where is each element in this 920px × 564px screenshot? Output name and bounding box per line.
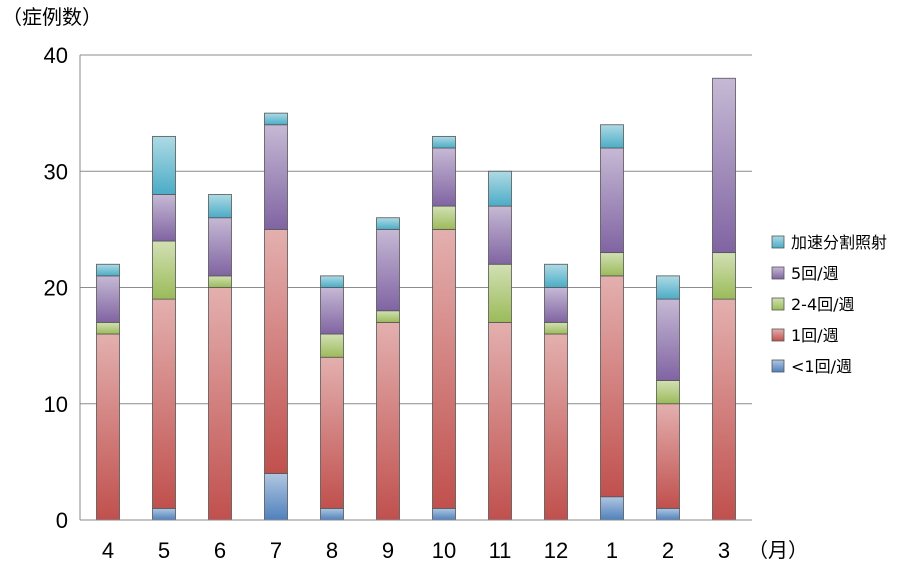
x-tick-label: 11 xyxy=(489,538,512,563)
bar-segment xyxy=(544,321,568,335)
bar-segment xyxy=(152,507,176,521)
bar-segment xyxy=(656,380,680,405)
bar-segment xyxy=(208,287,232,521)
legend-swatch xyxy=(771,235,785,249)
legend-swatch xyxy=(771,266,785,280)
bar-segment xyxy=(600,496,624,521)
x-tick-label: 9 xyxy=(382,538,394,563)
bar-segment xyxy=(488,263,512,323)
bar-segment xyxy=(488,205,512,265)
bar-segment xyxy=(264,228,288,474)
bar-segment xyxy=(320,333,344,358)
bar-segment xyxy=(96,321,120,335)
bar-segment xyxy=(320,507,344,521)
bar-segment xyxy=(432,228,456,509)
bar-segment xyxy=(712,77,736,254)
bar-segment xyxy=(600,124,624,149)
legend-label: <1回/週 xyxy=(791,357,852,376)
bar-segment xyxy=(488,170,512,207)
y-axis-title: （症例数） xyxy=(2,5,102,29)
bar-segment xyxy=(544,287,568,323)
legend-label: 1回/週 xyxy=(791,326,839,345)
bar-segment xyxy=(432,147,456,207)
bar-segment xyxy=(544,333,568,521)
bar-segment xyxy=(264,124,288,230)
legend: 加速分割照射 5回/週 2-4回/週 1回/週 <1回/週 xyxy=(771,233,887,376)
bar-segment xyxy=(320,275,344,288)
bar-segment xyxy=(656,298,680,381)
bar-segment xyxy=(152,240,176,300)
y-tick-label: 20 xyxy=(44,276,68,301)
x-tick-label: 12 xyxy=(544,538,568,563)
legend-swatch xyxy=(771,359,785,373)
y-tick-label: 10 xyxy=(44,392,68,417)
legend-label: 加速分割照射 xyxy=(791,233,887,252)
bar-segment xyxy=(656,275,680,300)
y-tick-label: 30 xyxy=(44,159,68,184)
bar-segment xyxy=(432,507,456,521)
bar-segment xyxy=(264,473,288,521)
bar-segment xyxy=(152,135,176,195)
x-tick-label: 6 xyxy=(214,538,226,563)
legend-label: 5回/週 xyxy=(791,264,839,283)
bar-segment xyxy=(264,112,288,126)
x-tick-label: 5 xyxy=(158,538,170,563)
bar-segment xyxy=(320,287,344,335)
bar-segment xyxy=(488,321,512,521)
y-tick-label: 0 xyxy=(56,508,68,533)
bar-segment xyxy=(152,194,176,242)
bar-segment xyxy=(152,298,176,509)
bar-segment xyxy=(712,252,736,300)
bar-segment xyxy=(376,228,400,312)
bar-segment xyxy=(600,275,624,498)
bar-segment xyxy=(208,217,232,277)
bar-segment xyxy=(656,507,680,521)
x-tick-label: 2 xyxy=(662,538,674,563)
bar-segment xyxy=(96,275,120,323)
bar-segment xyxy=(544,263,568,288)
bar-segment xyxy=(376,321,400,521)
legend-label: 2-4回/週 xyxy=(791,295,855,314)
x-tick-label: 3 xyxy=(718,538,730,563)
x-tick-label: 1 xyxy=(606,538,618,563)
bar-segment xyxy=(376,217,400,230)
bar-segment xyxy=(208,194,232,219)
bar-segment xyxy=(96,263,120,277)
x-tick-label: 4 xyxy=(102,538,114,563)
bar-segment xyxy=(208,275,232,288)
bar-segment xyxy=(600,147,624,254)
axes xyxy=(79,55,752,521)
bar-segment xyxy=(96,333,120,521)
y-tick-labels: 0 10 20 30 40 xyxy=(44,43,68,533)
gridlines xyxy=(80,54,752,405)
bar-segment xyxy=(432,135,456,149)
x-axis-title: （月） xyxy=(748,538,808,562)
bar-segment xyxy=(432,205,456,230)
x-tick-labels: 4 5 6 7 8 9 10 11 12 1 2 3 xyxy=(102,538,730,563)
bars xyxy=(96,77,736,521)
x-tick-label: 10 xyxy=(432,538,456,563)
bar-segment xyxy=(320,356,344,509)
bar-segment xyxy=(712,298,736,521)
legend-swatch xyxy=(771,328,785,342)
legend-swatch xyxy=(771,297,785,311)
bar-segment xyxy=(376,310,400,323)
y-tick-label: 40 xyxy=(44,43,68,68)
bar-segment xyxy=(656,403,680,509)
x-tick-label: 7 xyxy=(270,538,282,563)
bar-segment xyxy=(600,252,624,277)
x-tick-label: 8 xyxy=(326,538,338,563)
